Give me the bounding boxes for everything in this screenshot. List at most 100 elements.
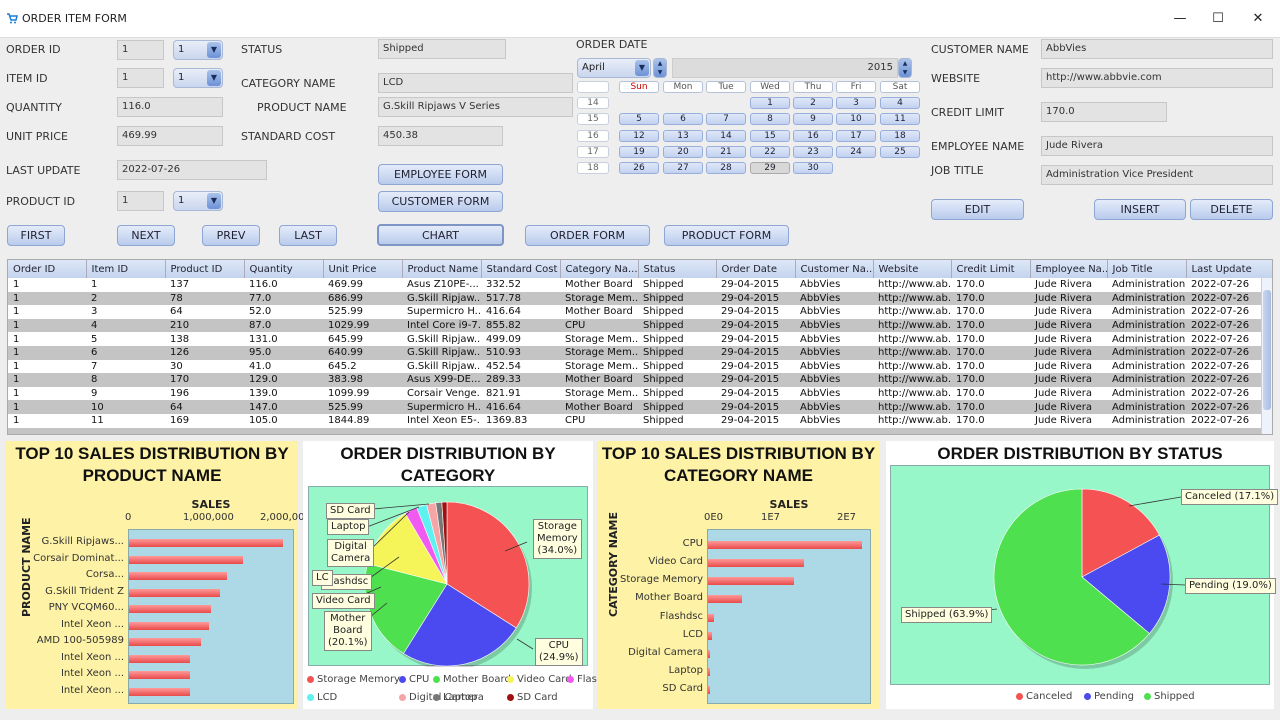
table-cell: 78 [165, 291, 244, 306]
calendar-day[interactable]: 23 [793, 145, 833, 158]
column-header[interactable]: Status [638, 260, 717, 278]
table-row[interactable]: 1 11 169 105.0 1844.89 Intel Xeon E5-... 1369.… [8, 413, 1272, 428]
employee-form-button[interactable]: EMPLOYEE FORM [378, 164, 503, 185]
calendar-day[interactable]: 27 [663, 162, 703, 175]
chart-button[interactable]: CHART [377, 224, 504, 246]
calendar-day[interactable]: 21 [706, 145, 746, 158]
table-row[interactable] [8, 427, 1272, 434]
calendar-day[interactable]: 18 [880, 129, 920, 142]
table-row[interactable]: 1 4 210 87.0 1029.99 Intel Core i9-7... 855.82… [8, 318, 1272, 333]
column-header[interactable]: Customer Na... [795, 260, 874, 278]
year-field[interactable]: 2015 [672, 58, 898, 78]
column-header[interactable]: Product ID [165, 260, 245, 278]
calendar-day[interactable]: 8 [750, 113, 790, 126]
job-title-field[interactable]: Administration Vice President [1041, 165, 1273, 185]
calendar-day[interactable]: 6 [663, 113, 703, 126]
column-header[interactable]: Item ID [86, 260, 166, 278]
calendar-day[interactable]: 20 [663, 145, 703, 158]
calendar-day[interactable]: 11 [880, 113, 920, 126]
quantity-field[interactable]: 116.0 [117, 97, 223, 117]
status-field[interactable]: Shipped [378, 39, 506, 59]
calendar-day[interactable]: 15 [750, 129, 790, 142]
table-row[interactable]: 1 10 64 147.0 525.99 Supermicro H... 416.64 Mot… [8, 400, 1272, 414]
item-id-combo[interactable]: 1 ▼ [173, 68, 223, 88]
table-row[interactable]: 1 1 137 116.0 469.99 Asus Z10PE-... 332.52 Moth… [8, 278, 1272, 292]
column-header[interactable]: Website [873, 260, 952, 278]
product-name-field[interactable]: G.Skill Ripjaws V Series [378, 97, 573, 117]
column-header[interactable]: Employee Na... [1030, 260, 1108, 278]
last-button[interactable]: LAST [279, 225, 337, 246]
column-header[interactable]: Product Name [402, 260, 482, 278]
product-id-combo[interactable]: 1 ▼ [173, 191, 223, 211]
item-id-field[interactable]: 1 [117, 68, 164, 88]
edit-button[interactable]: EDIT [931, 199, 1024, 220]
order-id-field[interactable]: 1 [117, 40, 164, 60]
column-header[interactable]: Job Title [1107, 260, 1187, 278]
month-spinner[interactable]: ▲ ▼ [653, 58, 667, 78]
insert-button[interactable]: INSERT [1094, 199, 1186, 220]
table-row[interactable]: 1 7 30 41.0 645.2 G.Skill Ripjaw... 452.54 Stor… [8, 359, 1272, 374]
calendar-day[interactable]: 3 [836, 97, 876, 109]
maximize-button[interactable]: ☐ [1212, 11, 1224, 26]
order-items-table[interactable]: Order ID Item ID Product ID Quantity Unit Pr… [7, 259, 1273, 435]
category-name-field[interactable]: LCD [378, 73, 573, 93]
next-button[interactable]: NEXT [117, 225, 175, 246]
calendar-day[interactable]: 25 [880, 145, 920, 158]
delete-button[interactable]: DELETE [1190, 199, 1273, 220]
year-spinner[interactable]: ▲ ▼ [898, 58, 912, 78]
calendar-day[interactable]: 4 [880, 97, 920, 109]
bar [129, 539, 284, 548]
column-header[interactable]: Order ID [8, 260, 87, 278]
table-row[interactable]: 1 3 64 52.0 525.99 Supermicro H... 416.64 Mothe… [8, 305, 1272, 319]
column-header[interactable]: Unit Price [323, 260, 403, 278]
column-header[interactable]: Standard Cost [481, 260, 561, 278]
unit-price-field[interactable]: 469.99 [117, 126, 223, 146]
calendar-day[interactable]: 5 [619, 113, 659, 126]
employee-name-field[interactable]: Jude Rivera [1041, 136, 1273, 156]
calendar-day[interactable]: 30 [793, 162, 833, 175]
column-header[interactable]: Order Date [716, 260, 796, 278]
prev-button[interactable]: PREV [202, 225, 260, 246]
minimize-button[interactable]: — [1173, 11, 1187, 26]
product-id-field[interactable]: 1 [117, 191, 164, 211]
scrollbar-thumb[interactable] [1263, 290, 1271, 410]
column-header[interactable]: Credit Limit [951, 260, 1031, 278]
table-row[interactable]: 1 9 196 139.0 1099.99 Corsair Venge... 821.91 S… [8, 386, 1272, 401]
calendar-day[interactable]: 29 [750, 162, 790, 175]
order-form-button[interactable]: ORDER FORM [525, 225, 650, 246]
table-row[interactable]: 1 5 138 131.0 645.99 G.Skill Ripjaw... 499.09 S… [8, 332, 1272, 346]
month-combo[interactable]: April ▼ [577, 58, 651, 78]
calendar-day[interactable]: 28 [706, 162, 746, 175]
table-row[interactable]: 1 8 170 129.0 383.98 Asus X99-DE... 289.33 Moth… [8, 373, 1272, 387]
calendar-day[interactable]: 10 [836, 113, 876, 126]
calendar-day[interactable]: 1 [750, 97, 790, 109]
calendar-day[interactable]: 24 [836, 145, 876, 158]
calendar-day[interactable]: 7 [706, 113, 746, 126]
calendar-day[interactable]: 19 [619, 145, 659, 158]
calendar-day[interactable]: 12 [619, 129, 659, 142]
column-header[interactable]: Last Update [1186, 260, 1272, 278]
order-id-combo[interactable]: 1 ▼ [173, 40, 223, 60]
standard-cost-field[interactable]: 450.38 [378, 126, 503, 146]
customer-form-button[interactable]: CUSTOMER FORM [378, 191, 503, 212]
last-update-field[interactable]: 2022-07-26 [117, 160, 267, 180]
calendar-day[interactable]: 16 [793, 129, 833, 142]
first-button[interactable]: FIRST [7, 225, 65, 246]
customer-name-field[interactable]: AbbVies [1041, 39, 1273, 59]
calendar-day[interactable]: 14 [706, 129, 746, 142]
calendar-day[interactable]: 2 [793, 97, 833, 109]
column-header[interactable]: Quantity [244, 260, 324, 278]
credit-limit-field[interactable]: 170.0 [1041, 102, 1167, 122]
calendar-day[interactable]: 17 [836, 129, 876, 142]
vertical-scrollbar[interactable] [1261, 278, 1272, 434]
column-header[interactable]: Category Na... [560, 260, 639, 278]
table-row[interactable]: 1 6 126 95.0 640.99 G.Skill Ripjaw... 510.93 St… [8, 345, 1272, 360]
product-form-button[interactable]: PRODUCT FORM [664, 225, 789, 246]
calendar-day[interactable]: 26 [619, 162, 659, 175]
website-field[interactable]: http://www.abbvie.com [1041, 68, 1273, 88]
table-row[interactable]: 1 2 78 77.0 686.99 G.Skill Ripjaw... 517.78 Sto… [8, 291, 1272, 306]
calendar-day[interactable]: 9 [793, 113, 833, 126]
close-button[interactable]: ✕ [1252, 11, 1264, 26]
calendar-day[interactable]: 13 [663, 129, 703, 142]
calendar-day[interactable]: 22 [750, 145, 790, 158]
